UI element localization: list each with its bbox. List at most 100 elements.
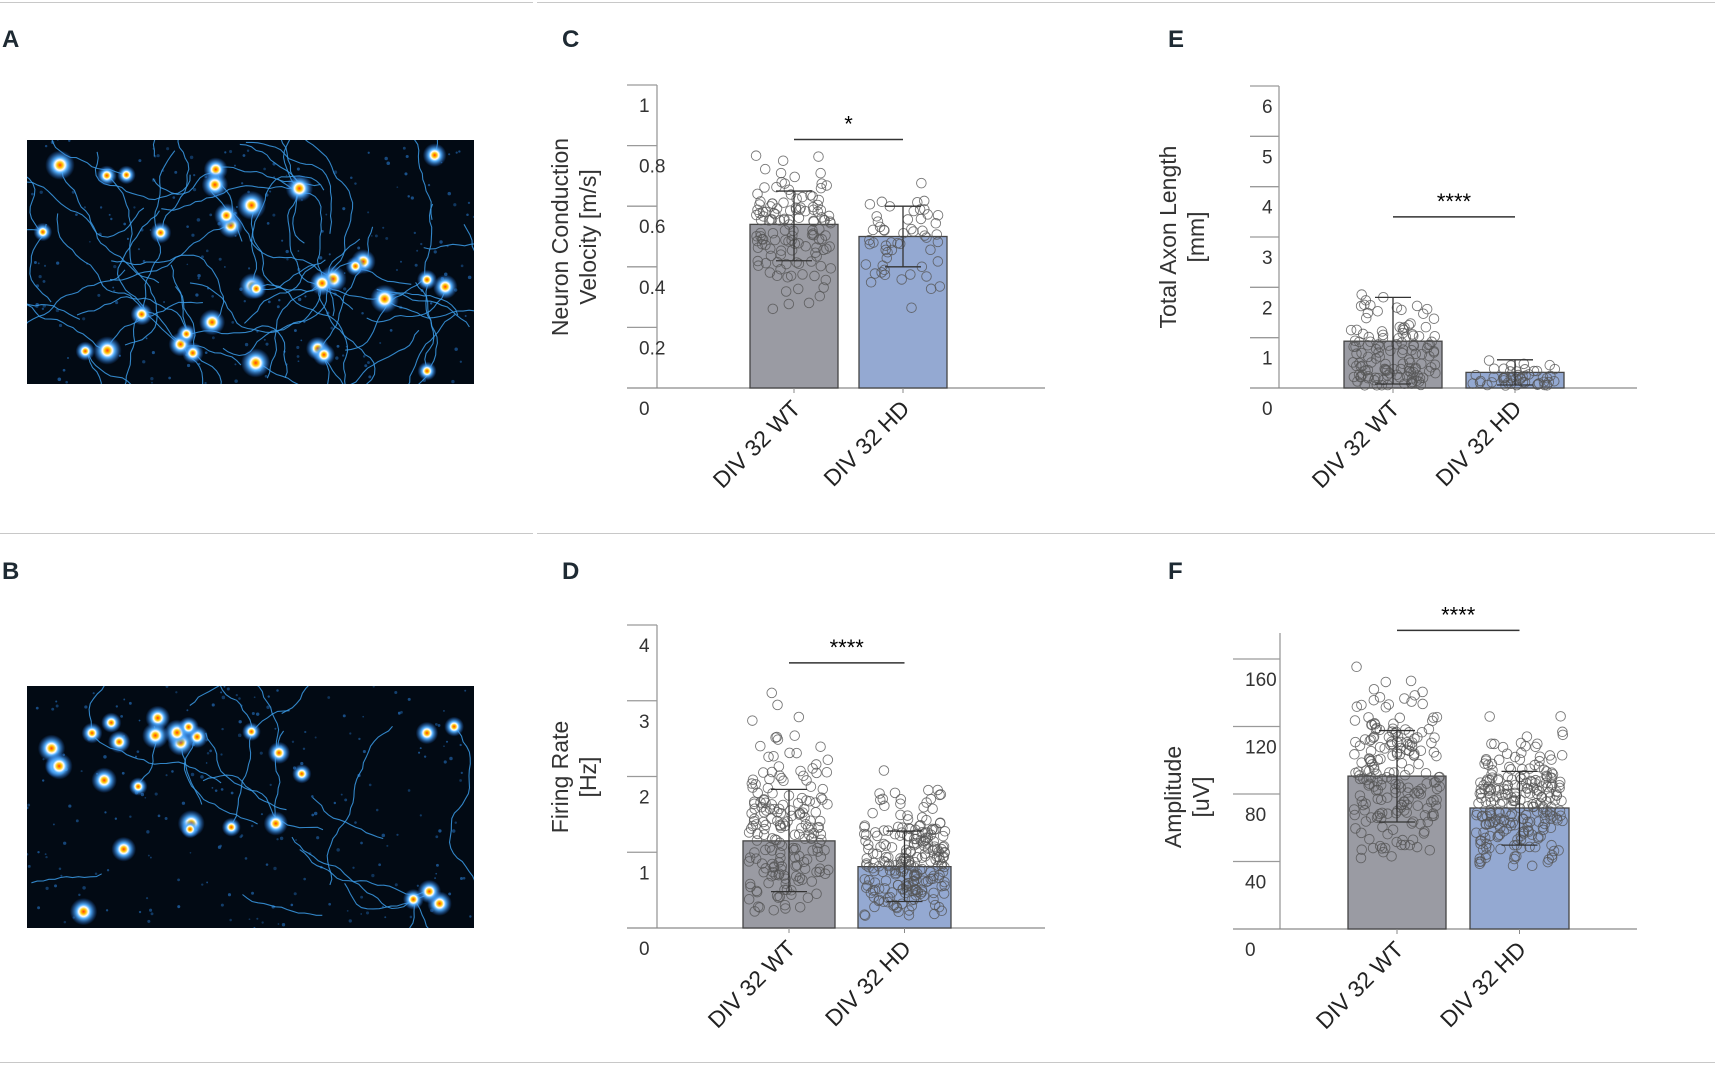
noise-speck — [229, 149, 233, 154]
axon-trace — [434, 140, 439, 156]
data-point — [886, 237, 897, 248]
panel-label-c: C — [562, 26, 580, 53]
data-point — [759, 823, 770, 835]
data-point — [931, 229, 943, 240]
noise-speck — [110, 217, 113, 221]
data-point — [1546, 852, 1558, 864]
data-point — [1548, 845, 1560, 857]
data-point — [1539, 379, 1550, 391]
data-point — [1363, 331, 1375, 343]
noise-speck — [378, 863, 381, 867]
noise-speck — [362, 355, 366, 358]
noise-speck — [361, 312, 364, 315]
data-point — [872, 216, 884, 227]
data-point — [1541, 372, 1553, 384]
chart-e: 0 1 2 3 4 5 6 Total Axon Length[mm] DIV 32 WT DIV… — [1155, 85, 1637, 493]
noise-speck — [346, 909, 349, 912]
data-point — [770, 209, 781, 220]
noise-speck — [244, 342, 249, 347]
noise-speck — [209, 213, 213, 217]
noise-speck — [38, 274, 42, 279]
noise-speck — [316, 836, 320, 840]
y-tick-label: 0.8 — [639, 157, 665, 178]
noise-speck — [92, 692, 95, 695]
noise-speck — [253, 696, 256, 699]
noise-speck — [336, 848, 340, 852]
data-point — [1365, 734, 1377, 745]
data-point — [873, 883, 885, 894]
noise-speck — [197, 274, 201, 278]
data-point — [1388, 363, 1399, 375]
noise-speck — [266, 705, 270, 709]
axon-trace — [291, 836, 414, 910]
data-point — [880, 244, 891, 256]
y-axis-title-line: [Hz] — [575, 757, 601, 798]
data-point — [1422, 803, 1433, 814]
data-point — [747, 782, 758, 793]
axon-trace — [384, 298, 474, 319]
data-point — [1412, 785, 1424, 797]
data-point — [815, 204, 827, 216]
noise-speck — [448, 153, 451, 156]
data-point — [1485, 797, 1497, 808]
data-point — [1374, 724, 1386, 736]
data-point — [1489, 738, 1500, 750]
noise-speck — [435, 872, 438, 875]
axon-trace — [106, 175, 158, 346]
data-point — [1410, 348, 1422, 360]
data-point — [813, 194, 825, 206]
data-point — [1421, 778, 1432, 789]
y-tick-label: 40 — [1245, 873, 1266, 894]
data-point — [881, 252, 893, 264]
data-point — [767, 227, 779, 239]
data-point — [794, 901, 806, 913]
noise-speck — [99, 206, 103, 209]
noise-speck — [343, 287, 347, 291]
data-point — [1533, 816, 1544, 827]
noise-speck — [362, 749, 366, 754]
noise-speck — [246, 149, 250, 152]
noise-speck — [261, 921, 264, 924]
noise-speck — [195, 293, 199, 297]
data-point — [798, 856, 810, 868]
noise-speck — [189, 155, 194, 160]
y-axis-title-line: Velocity [m/s] — [575, 169, 601, 304]
y-tick-label: 0 — [639, 399, 650, 420]
axon-trace — [326, 725, 393, 886]
noise-speck — [233, 164, 236, 167]
data-point — [1360, 798, 1371, 809]
noise-speck — [296, 167, 300, 171]
data-point — [1526, 860, 1538, 872]
data-point — [1544, 359, 1555, 371]
noise-speck — [472, 215, 474, 218]
data-point — [810, 806, 822, 818]
noise-speck — [172, 196, 176, 199]
data-point — [859, 910, 871, 921]
data-point — [1424, 350, 1435, 362]
data-point — [787, 230, 798, 242]
noise-speck — [336, 344, 340, 348]
noise-speck — [365, 911, 370, 915]
data-point — [1509, 853, 1520, 865]
data-point — [886, 842, 898, 853]
noise-speck — [211, 786, 214, 789]
data-point — [1357, 799, 1369, 811]
data-point — [1403, 354, 1415, 366]
data-point — [752, 188, 763, 200]
data-point — [743, 894, 755, 905]
noise-speck — [37, 850, 40, 854]
data-point — [759, 163, 771, 175]
data-point — [1482, 759, 1494, 770]
data-point — [792, 283, 804, 295]
data-point — [867, 224, 879, 236]
data-point — [1532, 738, 1543, 749]
noise-speck — [445, 740, 449, 743]
data-point — [886, 244, 898, 256]
data-point — [760, 819, 772, 831]
data-point — [816, 178, 827, 189]
data-point — [800, 241, 811, 252]
data-point — [911, 838, 923, 849]
data-point — [1374, 741, 1386, 753]
y-tick-label: 3 — [639, 712, 650, 733]
noise-speck — [449, 756, 453, 761]
